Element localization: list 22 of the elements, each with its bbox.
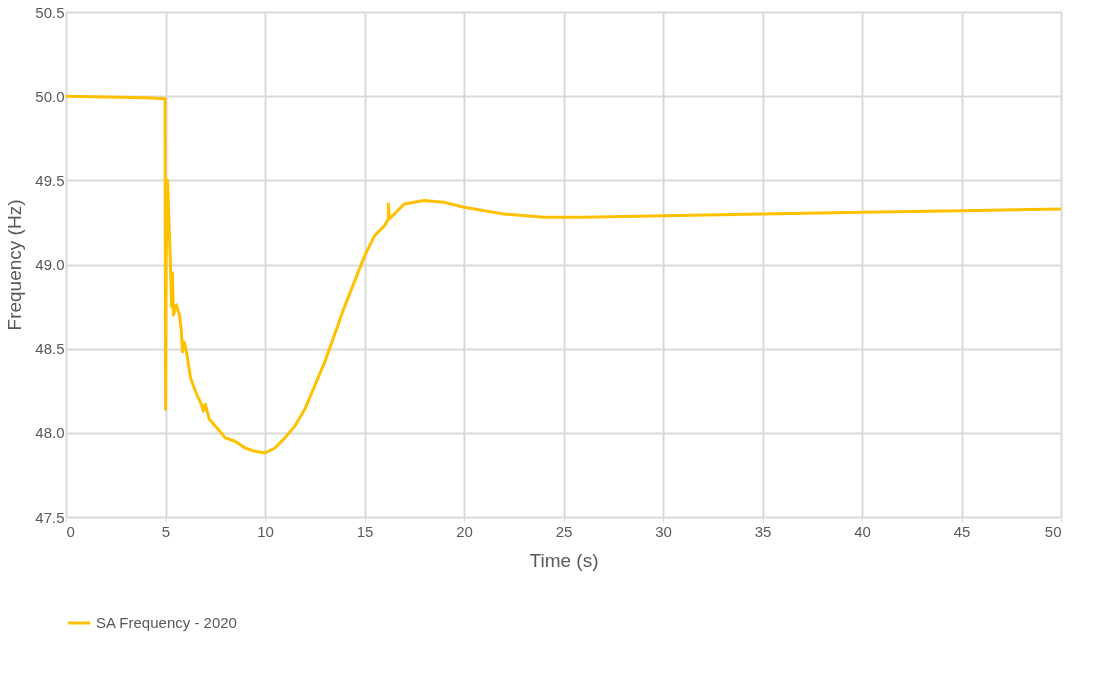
x-axis-title: Time (s) bbox=[529, 549, 599, 571]
y-tick-label: 50.0 bbox=[35, 87, 65, 105]
x-tick-label: 40 bbox=[854, 522, 871, 540]
x-tick-label: 45 bbox=[953, 522, 971, 540]
x-tick-label: 50 bbox=[1044, 522, 1062, 540]
x-tick-label: 5 bbox=[161, 522, 171, 540]
x-tick-label: 35 bbox=[754, 522, 772, 540]
x-tick-label: 20 bbox=[456, 522, 473, 540]
y-axis-title: Frequency (Hz) bbox=[4, 199, 26, 331]
x-tick-label: 25 bbox=[555, 522, 573, 540]
x-tick-label: 30 bbox=[655, 522, 672, 540]
x-tick-label: 0 bbox=[66, 522, 75, 540]
y-tick-label: 50.5 bbox=[35, 3, 65, 21]
y-tick-label: 49.5 bbox=[35, 171, 65, 189]
x-tick-label: 10 bbox=[257, 522, 274, 540]
legend-label: SA Frequency - 2020 bbox=[96, 614, 237, 631]
x-tick-label: 15 bbox=[356, 522, 374, 540]
y-tick-label: 48.0 bbox=[35, 424, 65, 442]
line-series bbox=[64, 94, 1063, 455]
y-tick-label: 47.5 bbox=[35, 508, 65, 526]
y-tick-label: 49.0 bbox=[35, 256, 65, 273]
y-tick-label: 48.5 bbox=[35, 340, 65, 358]
